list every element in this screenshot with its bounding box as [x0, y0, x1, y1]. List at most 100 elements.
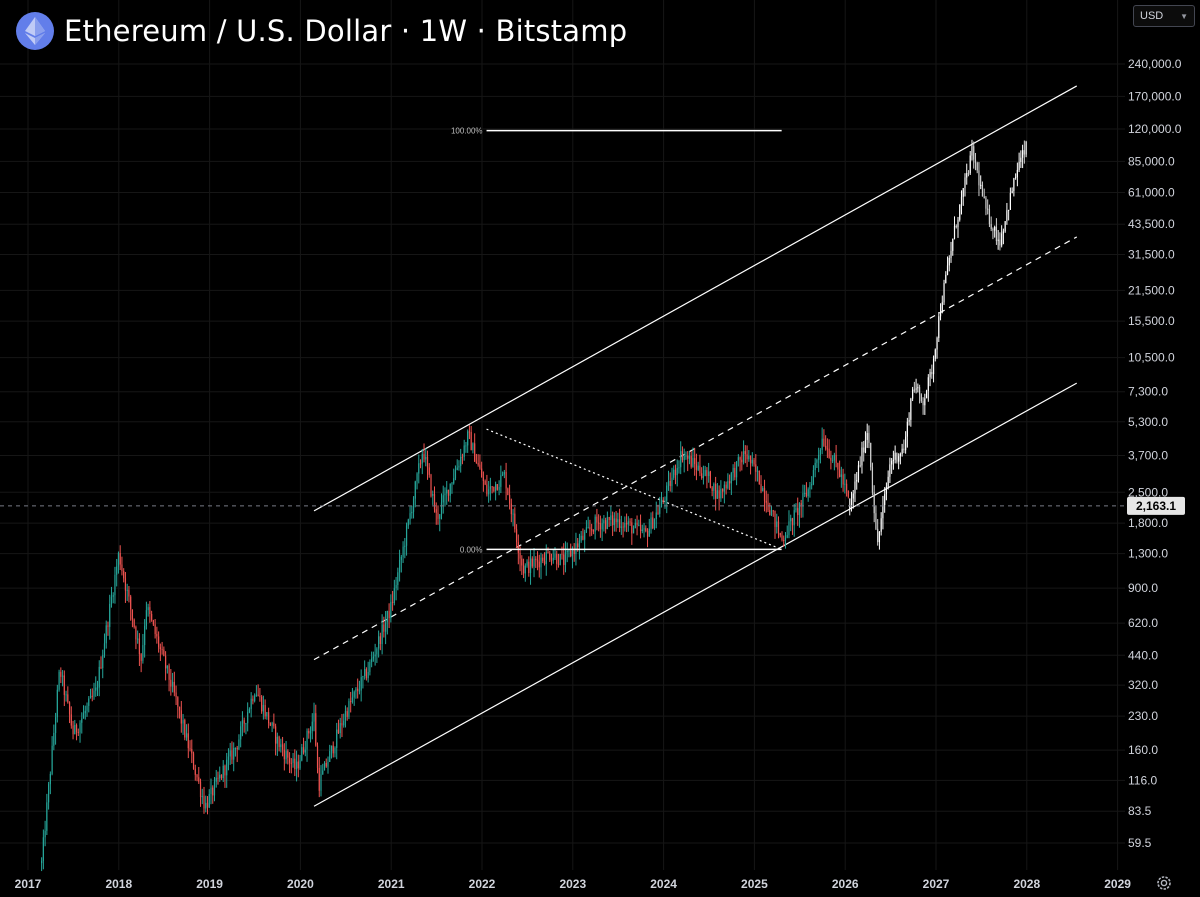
candle: [552, 557, 554, 561]
candle: [837, 462, 839, 470]
candle: [622, 526, 624, 528]
candle: [788, 521, 790, 536]
candle: [318, 767, 320, 791]
candle: [451, 483, 453, 485]
candle: [460, 456, 462, 466]
candle: [444, 493, 446, 496]
candle: [313, 713, 315, 722]
candle: [533, 558, 535, 567]
candle: [421, 453, 423, 464]
candle: [486, 484, 488, 495]
candle: [580, 535, 582, 541]
price-axis[interactable]: 59.5 83.5 116.0 160.0 230.0 320.0 440.0 620.0 90…: [1128, 57, 1182, 850]
candle: [243, 720, 245, 724]
projection-candle: [903, 448, 905, 451]
candle: [536, 559, 539, 562]
projection-candle: [924, 398, 926, 406]
time-axis[interactable]: 2017 2018 2019 2020 2021 2022 2023 2024 2025 2026…: [15, 877, 1132, 891]
candle: [440, 502, 443, 515]
candle: [367, 671, 369, 679]
candle: [184, 720, 186, 738]
candle: [405, 525, 408, 546]
candle: [704, 470, 706, 476]
projection-candle: [887, 476, 889, 487]
candle: [61, 675, 64, 677]
projection-candle: [1013, 178, 1015, 192]
projection-candle: [850, 498, 853, 507]
projection-candle: [960, 196, 963, 205]
projection-candle: [912, 389, 914, 399]
candle: [96, 687, 99, 689]
candle: [495, 484, 497, 492]
candle: [276, 736, 278, 744]
candle: [344, 711, 347, 721]
projection-candle: [884, 494, 886, 505]
candle: [309, 730, 312, 734]
candle: [730, 472, 732, 484]
candle: [330, 745, 333, 752]
candle: [130, 596, 132, 610]
candle: [299, 760, 301, 769]
candle: [271, 722, 273, 726]
candle: [584, 532, 586, 540]
projection-candle: [875, 513, 877, 529]
candle: [383, 624, 385, 632]
projection-candle: [966, 173, 968, 178]
candle: [294, 758, 296, 770]
candle: [414, 481, 416, 499]
candle: [337, 729, 340, 734]
projection-candle: [892, 459, 894, 461]
price-tick-label: 620.0: [1128, 616, 1158, 630]
candle: [774, 510, 776, 527]
candle: [522, 565, 525, 574]
projection-candle: [859, 465, 861, 467]
projection-candles: [849, 139, 1027, 550]
fib-level-100-label: 100.00%: [451, 127, 483, 136]
projection-candle: [882, 504, 884, 519]
projection-candle: [854, 481, 856, 494]
candle: [229, 750, 231, 757]
candle: [453, 478, 455, 484]
candle: [687, 455, 689, 459]
projection-candle: [994, 226, 996, 231]
candle: [472, 443, 474, 451]
candle: [751, 459, 753, 464]
candle: [545, 552, 547, 565]
candle: [220, 774, 223, 779]
candle: [479, 464, 481, 469]
candle: [618, 519, 621, 528]
candle: [158, 636, 160, 648]
candle: [790, 518, 792, 522]
projection-candle: [1025, 141, 1027, 155]
candle: [435, 509, 437, 513]
candle: [110, 596, 113, 604]
candle: [374, 654, 376, 657]
candle: [561, 554, 563, 556]
candle: [793, 510, 795, 526]
fib-level-0-label: 0.00%: [460, 545, 483, 554]
candle: [666, 485, 668, 501]
candle: [149, 607, 151, 615]
candle: [645, 528, 647, 531]
candle: [629, 521, 631, 523]
candle: [454, 470, 457, 479]
price-tick-label: 31,500.0: [1128, 248, 1175, 262]
gear-icon[interactable]: [1155, 874, 1173, 892]
candle: [512, 513, 514, 515]
candle: [404, 545, 406, 547]
currency-selector[interactable]: USD ▼: [1133, 5, 1195, 27]
projection-candle: [981, 184, 984, 197]
candle: [800, 503, 802, 506]
candle: [828, 448, 830, 458]
candle: [722, 488, 724, 492]
candle: [364, 669, 366, 677]
projection-candle: [990, 224, 992, 229]
candle: [502, 474, 504, 476]
candle: [643, 528, 645, 530]
candle: [568, 550, 570, 552]
candle: [673, 469, 675, 478]
projection-candle: [973, 146, 975, 160]
projection-candle: [962, 188, 964, 197]
chart-title: Ethereum / U.S. Dollar · 1W · Bitstamp: [64, 14, 628, 48]
